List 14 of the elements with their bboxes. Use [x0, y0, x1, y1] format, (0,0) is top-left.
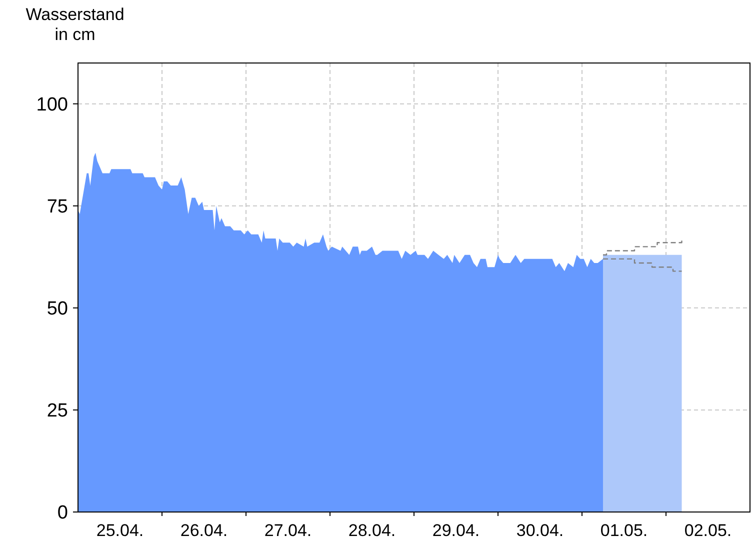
y-tick-label: 0: [57, 502, 68, 524]
x-tick-label: 29.04.: [432, 521, 480, 540]
x-tick-label: 02.05.: [684, 521, 732, 540]
y-axis-title: Wasserstand in cm: [26, 5, 124, 44]
y-tick-label: 25: [46, 400, 68, 422]
y-tick-label: 100: [36, 94, 68, 116]
x-tick-label: 25.04.: [96, 521, 144, 540]
x-tick-label: 26.04.: [180, 521, 228, 540]
x-tick-label: 28.04.: [348, 521, 396, 540]
y-tick-label: 75: [46, 196, 68, 218]
x-tick-label: 01.05.: [600, 521, 648, 540]
x-tick-label: 30.04.: [516, 521, 564, 540]
y-tick-label: 50: [46, 298, 68, 320]
x-tick-label: 27.04.: [264, 521, 312, 540]
